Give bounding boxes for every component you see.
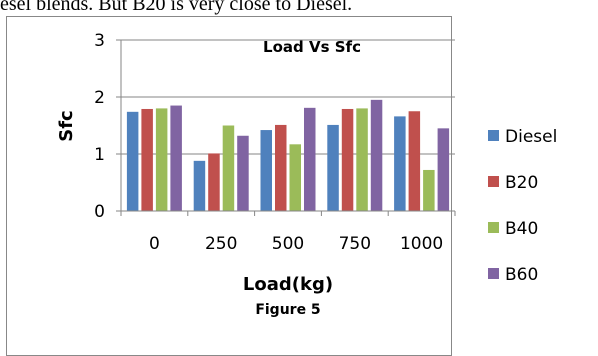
bars xyxy=(126,99,450,211)
bar-diesel-0 xyxy=(126,111,139,211)
y-tick-label: 1 xyxy=(94,145,105,165)
bar-b40-1000 xyxy=(423,169,435,211)
bar-b60-1000 xyxy=(437,128,450,211)
bar-b60-0 xyxy=(170,105,182,211)
bar-b40-750 xyxy=(356,108,368,211)
y-tick-label: 2 xyxy=(94,88,105,108)
x-axis-title: Load(kg) xyxy=(243,274,333,295)
bar-diesel-500 xyxy=(260,130,272,211)
bar-b40-0 xyxy=(155,108,168,211)
y-axis-title: Sfc xyxy=(56,110,77,141)
figure-caption: Figure 5 xyxy=(255,302,320,318)
legend-swatch-diesel xyxy=(488,130,499,141)
axes xyxy=(116,39,456,216)
bar-b60-500 xyxy=(304,107,316,211)
bar-b20-500 xyxy=(275,124,287,211)
legend-swatch-b60 xyxy=(488,268,499,279)
legend-label-b60: B60 xyxy=(505,265,538,285)
x-tick-label: 1000 xyxy=(400,234,443,254)
legend-swatch-b40 xyxy=(488,222,499,233)
chart-title: Load Vs Sfc xyxy=(263,38,361,56)
x-tick-label: 500 xyxy=(272,234,304,254)
legend-label-b20: B20 xyxy=(505,173,538,193)
legend-label-diesel: Diesel xyxy=(505,127,557,147)
y-tick-label: 3 xyxy=(94,31,105,51)
bar-diesel-250 xyxy=(193,160,206,211)
body-text-fragment: esel blends. But B20 is very close to Di… xyxy=(0,0,353,15)
x-tick-label: 750 xyxy=(339,234,371,254)
bar-diesel-1000 xyxy=(394,116,406,211)
bar-b60-750 xyxy=(370,99,383,211)
bar-b20-250 xyxy=(208,153,220,211)
y-tick-label: 0 xyxy=(94,202,105,222)
x-tick-label: 250 xyxy=(205,234,237,254)
bar-b40-500 xyxy=(289,144,301,211)
legend-swatch-b20 xyxy=(488,176,499,187)
bar-b60-250 xyxy=(237,135,249,211)
bar-b20-1000 xyxy=(408,111,421,211)
x-tick-label: 0 xyxy=(149,234,160,254)
labels: 0 1 2 3 0 250 500 750 1000 Load Vs Sfc Load(kg) Fig… xyxy=(56,31,443,318)
bar-b40-250 xyxy=(222,125,235,211)
legend-label-b40: B40 xyxy=(505,219,538,239)
legend: Diesel B20 B40 B60 xyxy=(488,127,557,285)
bar-b20-0 xyxy=(141,108,153,211)
bar-b20-750 xyxy=(341,108,354,211)
bar-diesel-750 xyxy=(327,124,339,211)
